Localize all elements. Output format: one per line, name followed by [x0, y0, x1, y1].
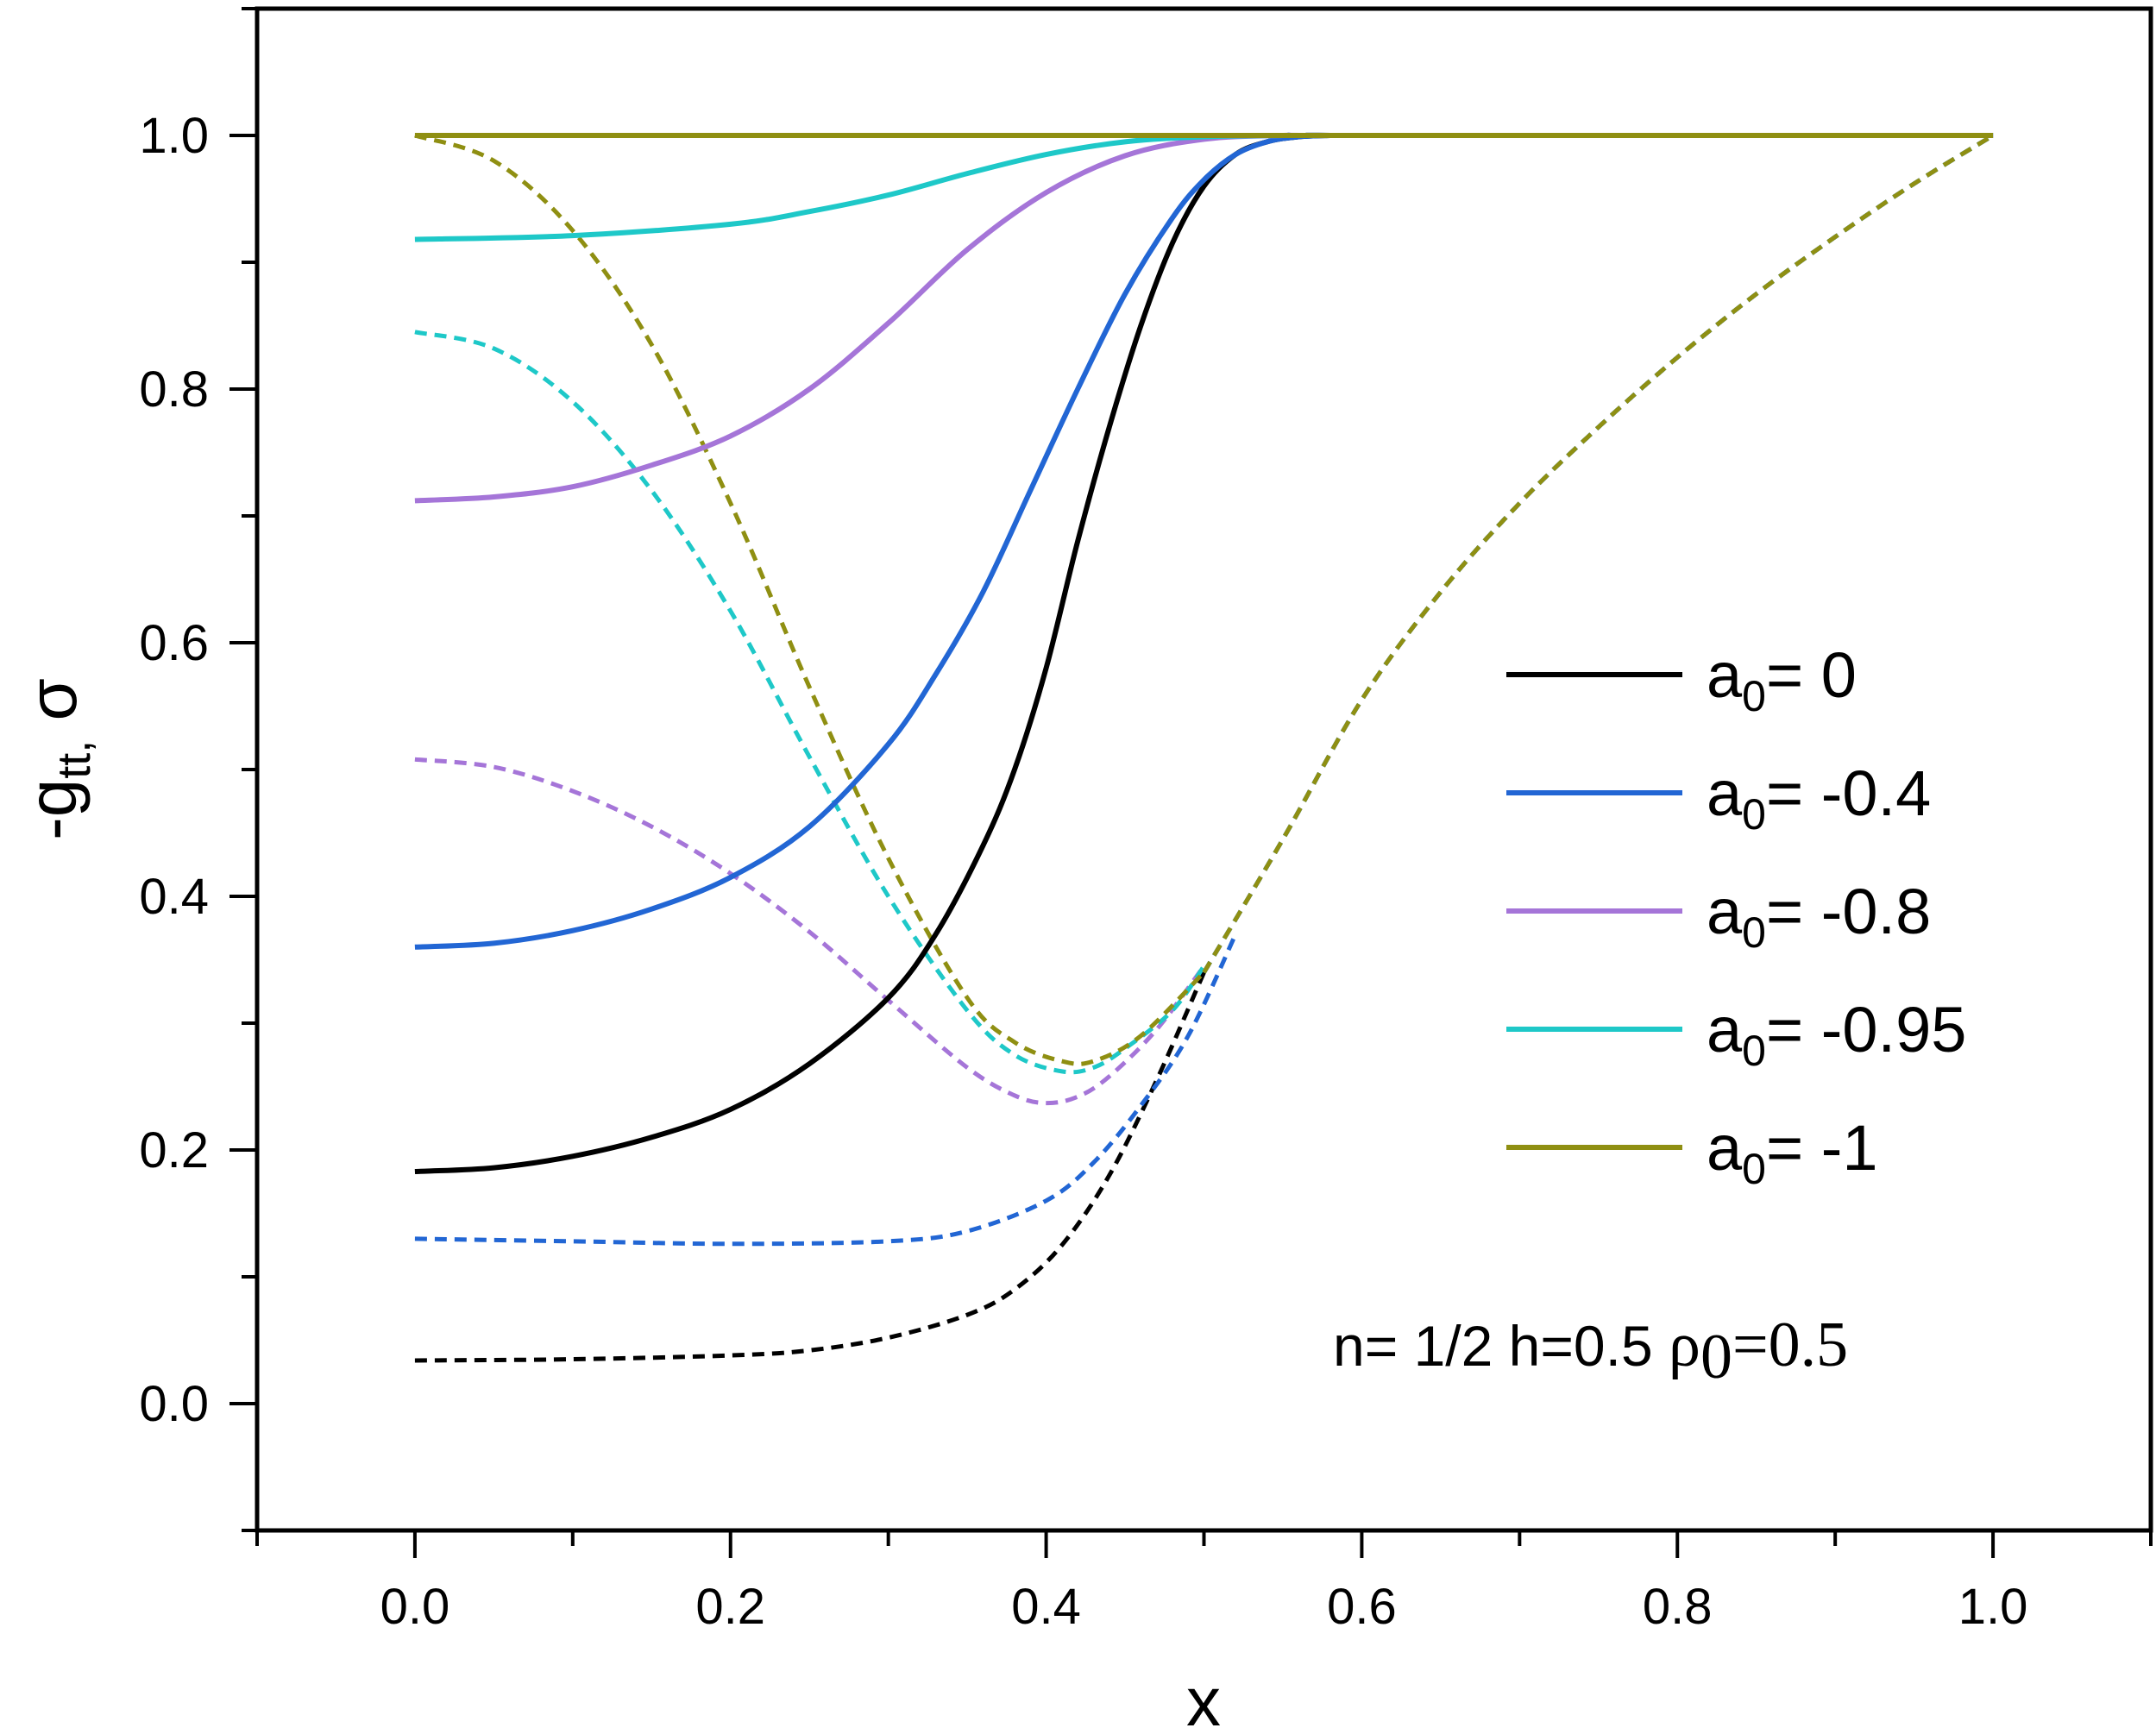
series-dashed-3 — [414, 330, 1206, 1075]
series-layer — [414, 132, 1995, 1363]
y-tick-label: 0.2 — [139, 1122, 209, 1178]
legend: a0= 0 a0= -0.4 a0= -0.8 a0= -0.95 a0= -1 — [1506, 639, 1966, 1193]
legend-label-2: a0= -0.8 — [1707, 876, 1931, 957]
series-dashed-tail-0 — [1202, 133, 1995, 974]
legend-label-4: a0= -1 — [1707, 1112, 1878, 1193]
x-tick-label: 0.8 — [1643, 1579, 1713, 1635]
x-tick-label: 0.4 — [1011, 1579, 1081, 1635]
x-axis-title: x — [1186, 1663, 1221, 1728]
series-dashed-4 — [414, 133, 1206, 1066]
x-tick-label: 1.0 — [1958, 1579, 2028, 1635]
y-tick-label: 0.0 — [139, 1376, 209, 1432]
x-tick-label: 0.0 — [380, 1579, 450, 1635]
series-dashed-tail-3 — [1202, 133, 1995, 974]
y-tick-label: 0.6 — [139, 615, 209, 671]
ticks-layer: 0.0 0.0 0.2 0.2 0.4 0.4 0.6 0.6 0.8 0.8 1.0 1.0 — [139, 7, 2153, 1635]
series-dashed-0 — [414, 971, 1206, 1363]
x-tick-label: 0.2 — [695, 1579, 765, 1635]
series-dashed-tail-4 — [1202, 133, 1995, 974]
y-tick-label: 0.8 — [139, 361, 209, 418]
legend-label-0: a0= 0 — [1707, 639, 1857, 720]
series-dashed-tail-2 — [1202, 133, 1995, 974]
legend-label-1: a0= -0.4 — [1707, 757, 1931, 839]
series-dashed-1 — [414, 933, 1238, 1247]
series-solid-0 — [414, 132, 1994, 1174]
y-tick-label: 1.0 — [139, 108, 209, 164]
legend-label-3: a0= -0.95 — [1707, 994, 1966, 1075]
y-tick-label: 0.4 — [139, 869, 209, 925]
series-dashed-tail-1 — [1202, 133, 1995, 974]
x-tick-label: 0.6 — [1327, 1579, 1397, 1635]
y-axis-title: -gtt, σ — [14, 678, 100, 840]
series-dashed-2 — [414, 757, 1206, 1106]
parameter-annotation: n= 1/2 h=0.5 ρ0=0.5 — [1333, 1310, 1848, 1392]
